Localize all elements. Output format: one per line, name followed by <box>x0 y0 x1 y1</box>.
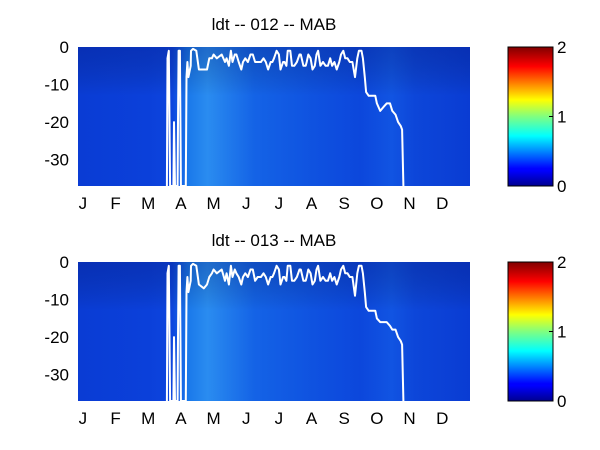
colorbar-tick-label: 1 <box>557 108 566 127</box>
x-tick-label: A <box>175 409 187 428</box>
x-tick-label: M <box>141 409 155 428</box>
x-tick-label: M <box>141 194 155 213</box>
colorbar-tick-label: 2 <box>557 253 566 272</box>
x-tick-label: O <box>370 194 383 213</box>
y-tick-label: 0 <box>60 253 69 272</box>
x-tick-label: M <box>206 409 220 428</box>
x-tick-label: J <box>242 194 251 213</box>
x-tick-label: J <box>275 194 284 213</box>
x-tick-label: O <box>370 409 383 428</box>
contour-line <box>165 262 405 402</box>
y-tick-label: -20 <box>44 328 69 347</box>
colorbar-tick-label: 0 <box>557 177 566 196</box>
x-tick-label: S <box>339 409 350 428</box>
contour-line <box>165 47 405 187</box>
x-tick-label: D <box>436 194 448 213</box>
x-tick-label: F <box>110 194 120 213</box>
x-tick-label: N <box>403 194 415 213</box>
x-tick-label: D <box>436 409 448 428</box>
y-tick-label: -30 <box>44 151 69 170</box>
colorbar <box>507 46 554 187</box>
x-tick-label: J <box>242 409 251 428</box>
x-tick-label: J <box>79 409 88 428</box>
x-tick-label: A <box>306 409 318 428</box>
heatmap-shade <box>78 262 470 401</box>
x-tick-label: J <box>79 194 88 213</box>
chart-title: ldt -- 013 -- MAB <box>212 231 337 250</box>
x-tick-label: M <box>206 194 220 213</box>
x-tick-label: S <box>339 194 350 213</box>
y-tick-label: 0 <box>60 38 69 57</box>
x-tick-label: F <box>110 409 120 428</box>
y-tick-label: -30 <box>44 366 69 385</box>
x-tick-label: A <box>175 194 187 213</box>
y-tick-label: -10 <box>44 76 69 95</box>
x-tick-label: J <box>275 409 284 428</box>
x-tick-label: N <box>403 409 415 428</box>
colorbar-tick-label: 1 <box>557 323 566 342</box>
colorbar <box>507 261 554 402</box>
heatmap-shade <box>78 47 470 186</box>
colorbar-tick-label: 0 <box>557 392 566 411</box>
x-tick-label: A <box>306 194 318 213</box>
y-tick-label: -20 <box>44 113 69 132</box>
y-tick-label: -10 <box>44 291 69 310</box>
chart-title: ldt -- 012 -- MAB <box>212 15 337 34</box>
colorbar-tick-label: 2 <box>557 38 566 57</box>
